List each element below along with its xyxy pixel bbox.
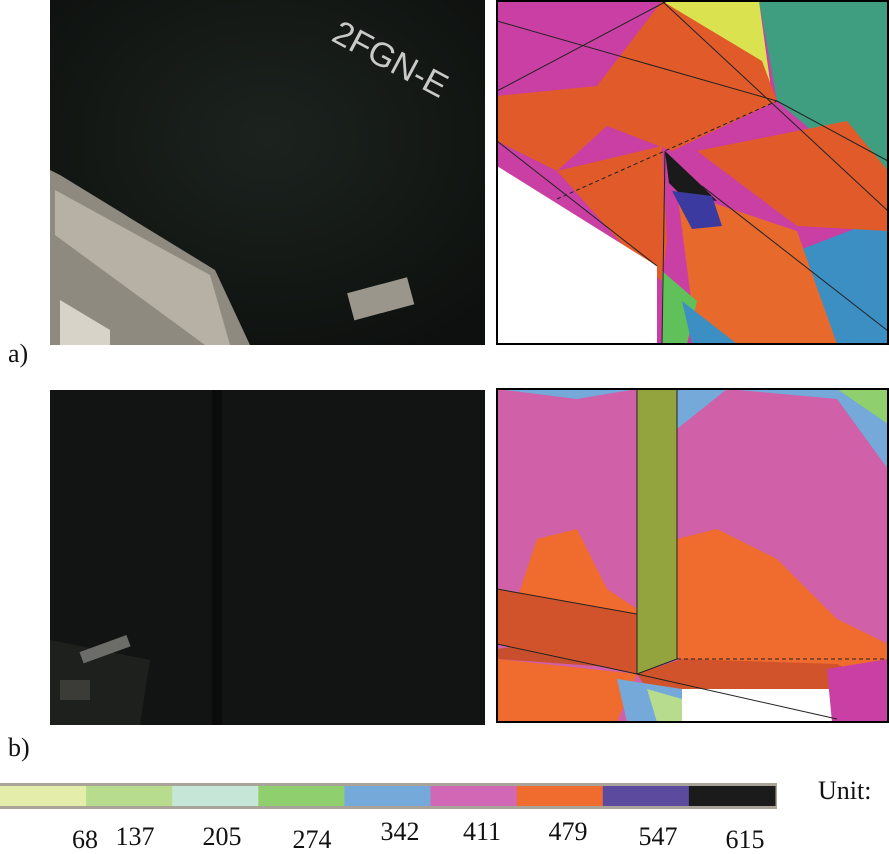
- colorbar-tick-label: 411: [463, 817, 501, 846]
- colorbar-segment: [86, 786, 173, 806]
- colorbar-segment: [689, 786, 776, 806]
- colorbar-tick-label: 274: [293, 825, 332, 854]
- colorbar-segment: [344, 786, 431, 806]
- fem-a: [497, 1, 888, 344]
- photo-a: 2FGN-E: [50, 0, 485, 345]
- colorbar-segment: [603, 786, 690, 806]
- unit-label: Unit:: [818, 776, 871, 805]
- colorbar-tick-label: 615: [726, 825, 765, 854]
- colorbar-segment: [172, 786, 259, 806]
- colorbar-segment: [431, 786, 518, 806]
- colorbar-segment: [0, 786, 87, 806]
- panel-label: a): [8, 339, 28, 368]
- panel-label: b): [8, 733, 30, 762]
- photo-b: [50, 390, 485, 725]
- colorbar-tick-label: 137: [116, 822, 155, 851]
- colorbar-segment: [517, 786, 604, 806]
- figure: 2FGN-E: [0, 0, 889, 854]
- colorbar-tick-label: 479: [549, 817, 588, 846]
- colorbar-segment: [258, 786, 345, 806]
- colorbar-tick-label: 205: [203, 822, 242, 851]
- fem-b: [497, 389, 888, 722]
- colorbar-tick-label: 68: [72, 825, 98, 854]
- colorbar-tick-label: 342: [381, 817, 420, 846]
- colorbar: 68 137 205 274 342 411 479 547 615: [0, 783, 777, 854]
- colorbar-tick-label: 547: [639, 822, 678, 851]
